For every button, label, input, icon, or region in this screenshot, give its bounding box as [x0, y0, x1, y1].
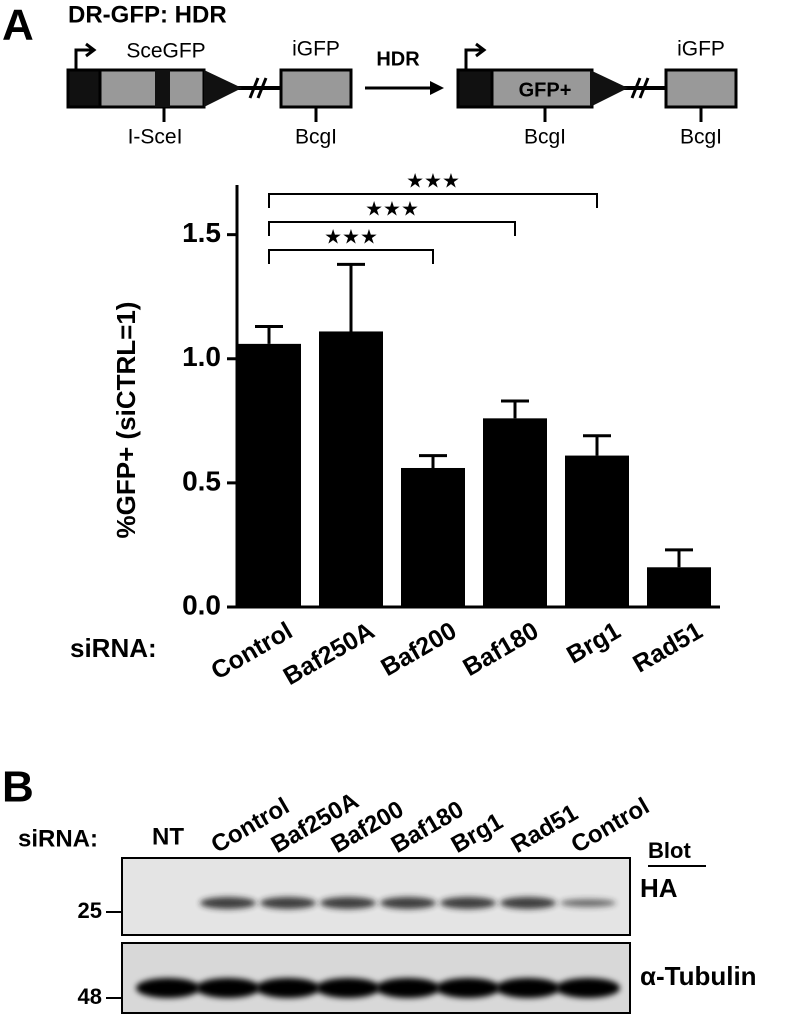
bar [565, 455, 629, 607]
exon [456, 68, 494, 109]
gfp-box [490, 68, 594, 109]
y-tick-label: 0.5 [182, 465, 221, 496]
bar [483, 418, 547, 607]
blot-band [200, 897, 256, 909]
significance-label: ★★★ [365, 198, 419, 220]
blot-label: α-Tubulin [640, 961, 757, 991]
exon [66, 68, 102, 109]
site-label: I-SceI [128, 126, 183, 149]
blot-band [440, 897, 496, 909]
panel-label: B [2, 763, 34, 812]
promoter [74, 42, 97, 70]
site-label: BcgI [524, 126, 566, 149]
blot-band [496, 978, 560, 998]
western-blot: B siRNA: Blot NT ControlBaf250ABaf200Baf1… [2, 763, 757, 1014]
promoter [464, 42, 487, 70]
igfp-box [279, 68, 353, 109]
blot-band [136, 978, 200, 998]
arrow-label: HDR [376, 48, 420, 70]
size-marker: 25 [78, 898, 102, 923]
igfp-box [664, 68, 738, 109]
significance-bracket [268, 193, 598, 208]
arrow-head [430, 81, 444, 95]
bar [647, 567, 711, 607]
gene-label: iGFP [292, 38, 340, 61]
site-label: BcgI [295, 126, 337, 149]
significance-label: ★★★ [324, 226, 378, 248]
blot-band [560, 899, 616, 907]
significance-bracket [268, 221, 516, 236]
gene-label: SceGFP [126, 40, 205, 63]
lane-label: NT [152, 823, 184, 850]
blot-membrane [121, 857, 631, 936]
y-tick-label: 1.0 [182, 341, 221, 372]
site-label: BcgI [680, 126, 722, 149]
blot-label: HA [640, 873, 678, 903]
blot-band [260, 897, 316, 909]
y-tick-label: 0.0 [182, 589, 221, 620]
panel-label: A [2, 1, 34, 50]
bar [237, 343, 301, 607]
gene-label: GFP+ [519, 79, 572, 101]
bar-chart: %GFP+ (siCTRL=1) siRNA: 0.00.51.01.5Cont… [70, 170, 720, 691]
x-tick-label: Brg1 [562, 617, 625, 670]
terminator [204, 70, 242, 107]
gene-label: iGFP [677, 38, 725, 61]
break-mark [630, 77, 650, 99]
x-tick-label: Baf200 [376, 617, 461, 682]
y-tick-label: 1.5 [182, 217, 221, 248]
significance-bracket [268, 249, 434, 264]
blot-band [376, 978, 440, 998]
blot-band [320, 897, 376, 909]
break-mark [248, 77, 268, 99]
blot-band [196, 978, 260, 998]
diagram-title: DR-GFP: HDR [68, 1, 227, 28]
blot-membrane [121, 942, 631, 1014]
blot-band [556, 978, 620, 998]
x-axis-label: siRNA: [70, 633, 157, 663]
x-tick-label: Baf180 [458, 617, 543, 682]
significance-label: ★★★ [406, 170, 460, 192]
terminator [590, 70, 628, 107]
blot-band [380, 897, 436, 909]
x-tick-label: Rad51 [628, 617, 707, 679]
bar [319, 331, 383, 607]
blot-header: Blot [648, 838, 691, 863]
diagram: A DR-GFP: HDR SceGFP iGFP I-SceI BcgI HD… [2, 1, 738, 149]
lane-label: Rad51 [507, 799, 583, 858]
x-tick-label: Baf250A [279, 617, 380, 691]
blot-band [316, 978, 380, 998]
lane-label: Control [567, 793, 654, 859]
gfp-box [98, 68, 206, 109]
y-axis-label: %GFP+ (siCTRL=1) [111, 302, 141, 539]
bar [401, 467, 465, 607]
blot-band [256, 978, 320, 998]
scei-site [155, 70, 170, 107]
size-marker: 48 [78, 984, 102, 1009]
blot-band [500, 897, 556, 909]
row-label: siRNA: [18, 825, 98, 852]
blot-band [436, 978, 500, 998]
